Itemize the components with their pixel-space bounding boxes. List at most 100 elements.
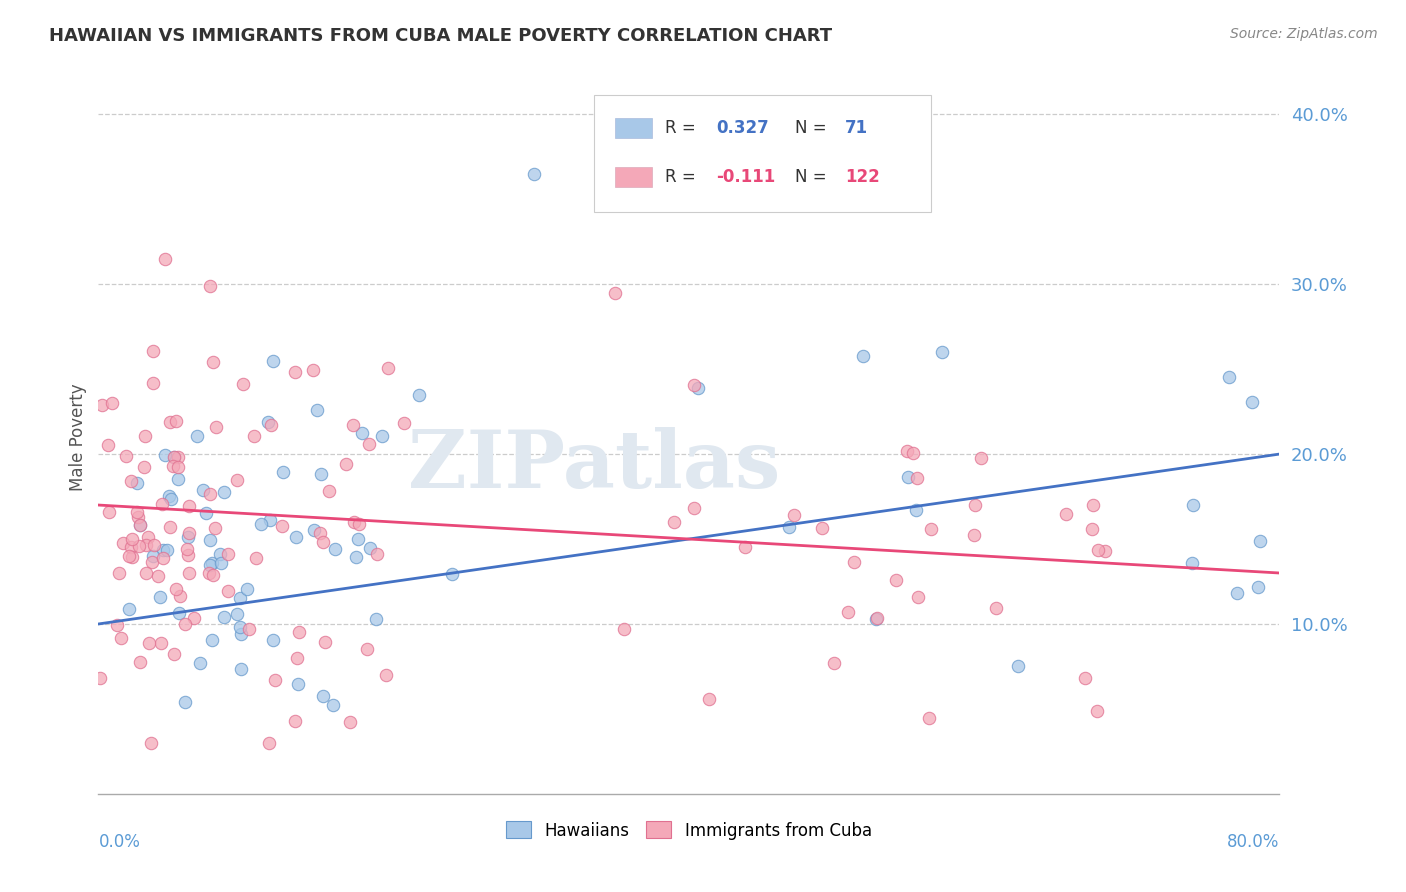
Text: ZIPatlas: ZIPatlas — [408, 426, 780, 505]
Text: N =: N = — [796, 120, 832, 137]
Point — [89, 671, 111, 685]
Point — [129, 655, 152, 669]
Point — [311, 467, 333, 481]
Point — [155, 448, 177, 462]
Point — [344, 549, 367, 564]
Point — [163, 450, 186, 465]
Point — [1241, 394, 1264, 409]
Point — [734, 540, 756, 554]
Legend: Hawaiians, Immigrants from Cuba: Hawaiians, Immigrants from Cuba — [499, 814, 879, 847]
Point — [149, 591, 172, 605]
Point — [343, 516, 366, 530]
Point — [159, 520, 181, 534]
Point — [613, 622, 636, 636]
Point — [159, 489, 181, 503]
Point — [262, 354, 284, 368]
Point — [284, 365, 307, 379]
Point — [440, 566, 463, 581]
Point — [118, 602, 141, 616]
Point — [127, 510, 149, 524]
Point — [884, 573, 907, 587]
Point — [166, 460, 188, 475]
Point — [177, 525, 200, 540]
Point — [408, 387, 430, 401]
Point — [148, 569, 170, 583]
Point — [229, 620, 252, 634]
Point — [339, 714, 361, 729]
Point — [188, 656, 211, 670]
Point — [153, 252, 176, 266]
Point — [118, 549, 141, 563]
Point — [314, 634, 336, 648]
Point — [852, 349, 875, 363]
Point — [176, 542, 198, 557]
Point — [335, 458, 357, 472]
Point — [896, 444, 918, 458]
Point — [259, 513, 281, 527]
Point — [112, 536, 135, 550]
Point — [356, 641, 378, 656]
Point — [523, 167, 546, 181]
Point — [683, 378, 706, 392]
FancyBboxPatch shape — [595, 95, 931, 212]
Point — [202, 568, 225, 582]
Point — [260, 418, 283, 433]
Point — [142, 344, 165, 359]
Point — [357, 437, 380, 451]
Point — [204, 521, 226, 535]
Point — [125, 505, 148, 519]
Point — [165, 582, 187, 596]
Point — [249, 517, 271, 532]
Point — [141, 556, 163, 570]
Point — [209, 547, 232, 561]
Point — [177, 566, 200, 580]
Point — [165, 414, 187, 428]
Point — [359, 541, 381, 556]
FancyBboxPatch shape — [614, 167, 652, 186]
Point — [134, 428, 156, 442]
Point — [370, 429, 392, 443]
Text: R =: R = — [665, 120, 702, 137]
Point — [811, 521, 834, 535]
Point — [238, 622, 260, 636]
Point — [163, 647, 186, 661]
Point — [166, 472, 188, 486]
Point — [120, 540, 142, 554]
Point — [169, 589, 191, 603]
Point — [121, 549, 143, 564]
Point — [142, 538, 165, 552]
Text: -0.111: -0.111 — [716, 168, 775, 186]
Point — [1226, 585, 1249, 599]
Point — [198, 566, 221, 581]
Point — [156, 542, 179, 557]
Point — [200, 487, 222, 501]
Point — [931, 345, 953, 359]
Point — [1181, 499, 1204, 513]
Text: 0.327: 0.327 — [716, 120, 769, 137]
Point — [150, 636, 173, 650]
Point — [285, 651, 308, 665]
Point — [969, 450, 991, 465]
Point — [271, 465, 294, 479]
Text: N =: N = — [796, 168, 832, 186]
Point — [662, 515, 685, 529]
Point — [232, 376, 254, 391]
Point — [1247, 580, 1270, 594]
Point — [318, 484, 340, 499]
Point — [135, 538, 157, 552]
Point — [308, 526, 330, 541]
Point — [263, 673, 285, 688]
Point — [1007, 659, 1029, 673]
Point — [823, 657, 845, 671]
Point — [186, 429, 208, 443]
Point — [128, 517, 150, 532]
Text: 0.0%: 0.0% — [98, 833, 141, 851]
Point — [842, 555, 865, 569]
Point — [229, 591, 252, 605]
Point — [236, 582, 259, 596]
Point — [1054, 507, 1077, 521]
Point — [304, 524, 326, 538]
Point — [98, 504, 121, 518]
Point — [312, 534, 335, 549]
Point — [1180, 557, 1202, 571]
